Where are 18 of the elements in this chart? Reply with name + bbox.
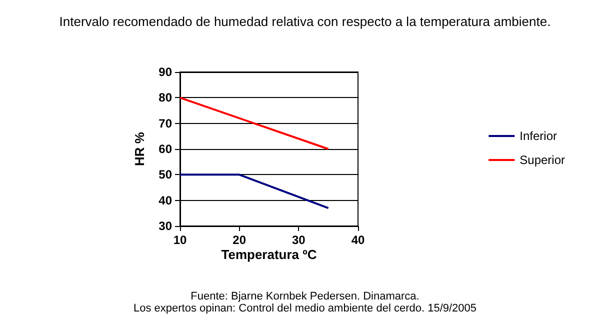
source-note: Fuente: Bjarne Kornbek Pedersen. Dinamarca. bbox=[190, 290, 420, 302]
x-tick-label: 30 bbox=[292, 233, 306, 247]
x-tick-label: 20 bbox=[232, 233, 246, 247]
text: Los expertos opinan: Control del medio ambiente del cerdo. 15/9/2005 bbox=[133, 302, 477, 314]
y-tick-label: 30 bbox=[158, 219, 172, 233]
y-tick-label: 70 bbox=[158, 116, 172, 130]
y-tick-label: 80 bbox=[158, 90, 172, 105]
y-axis-title: HR % bbox=[132, 132, 147, 166]
legend-label: Superior bbox=[520, 153, 566, 167]
y-tick-label: 50 bbox=[158, 168, 172, 182]
legend-label: Inferior bbox=[520, 129, 557, 143]
y-tick-label: 60 bbox=[158, 142, 172, 156]
y-tick-label: 40 bbox=[158, 193, 172, 208]
chart-title: Intervalo recomendado de humedad relativa con respecto a la temperatura ambiente. bbox=[59, 14, 551, 29]
x-tick-label: 10 bbox=[173, 233, 187, 247]
x-tick-label: 40 bbox=[351, 233, 365, 247]
y-tick-label: 90 bbox=[158, 65, 172, 79]
x-axis-title: Temperatura ºC bbox=[221, 247, 318, 262]
